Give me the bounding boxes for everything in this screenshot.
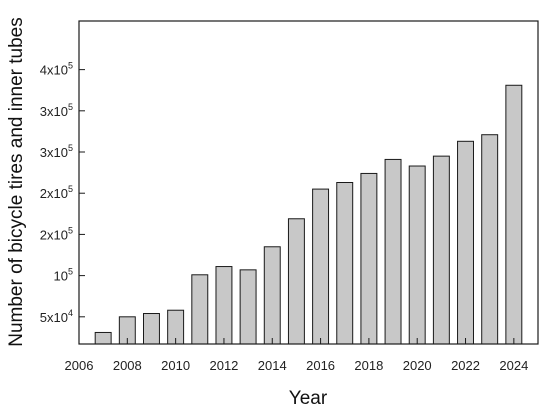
x-axis: 2006 2008 2010 2012 2014 2016 2018 2020 2022 2024 xyxy=(65,338,528,373)
x-tick-label: 2014 xyxy=(258,358,287,373)
bar-2013 xyxy=(239,269,257,345)
plot-frame xyxy=(78,20,539,345)
y-tick-label: 2x105 xyxy=(40,225,73,242)
y-tick-label-base: 10 xyxy=(54,269,68,284)
y-tick-label-exponent: 5 xyxy=(68,225,73,235)
bar-2024 xyxy=(505,84,523,345)
bar-2012 xyxy=(215,266,233,345)
bar-2018 xyxy=(360,172,378,345)
x-tick-label: 2006 xyxy=(65,358,94,373)
y-axis-title: Number of bicycle tires and inner tubes xyxy=(6,17,27,347)
bar-2020 xyxy=(408,165,426,345)
bar-2011 xyxy=(191,274,209,345)
y-tick-label-exponent: 5 xyxy=(68,61,73,71)
y-tick-label-exponent: 5 xyxy=(68,102,73,112)
y-tick-label-base: 5x10 xyxy=(40,310,68,325)
x-tick-label: 2022 xyxy=(451,358,480,373)
y-tick-label: 3x105 xyxy=(40,143,73,160)
bar-2009 xyxy=(143,313,160,345)
bar-2016 xyxy=(312,188,330,345)
bar-2019 xyxy=(384,158,402,345)
y-tick-label: 105 xyxy=(54,267,73,284)
y-tick-label-exponent: 4 xyxy=(68,308,73,318)
y-tick-label: 2x105 xyxy=(40,184,73,201)
y-tick-label-base: 3x10 xyxy=(40,104,68,119)
y-tick-label: 3x105 xyxy=(40,102,73,119)
bar-2007 xyxy=(94,331,112,345)
y-tick-label: 5x104 xyxy=(40,308,73,325)
x-tick-label: 2010 xyxy=(161,358,190,373)
x-tick-label: 2020 xyxy=(403,358,432,373)
bar-2021 xyxy=(432,155,450,345)
y-tick-label: 4x105 xyxy=(40,61,73,78)
x-tick-label: 2008 xyxy=(113,358,142,373)
y-tick-label-base: 2x10 xyxy=(40,227,68,242)
y-tick-label-base: 3x10 xyxy=(40,145,68,160)
bar-2023 xyxy=(481,134,499,345)
bar-2015 xyxy=(287,218,305,345)
y-tick-label-exponent: 5 xyxy=(68,184,73,194)
x-axis-title: Year xyxy=(289,388,328,409)
x-tick-label: 2016 xyxy=(306,358,335,373)
y-tick-label-exponent: 5 xyxy=(68,267,73,277)
bar-2017 xyxy=(336,182,354,345)
bars-group xyxy=(94,84,523,345)
x-tick-label: 2012 xyxy=(209,358,238,373)
bar-2022 xyxy=(457,140,474,345)
y-tick-label-base: 4x10 xyxy=(40,63,68,78)
y-tick-label-exponent: 5 xyxy=(68,143,73,153)
x-tick-label: 2018 xyxy=(354,358,383,373)
bar-2014 xyxy=(263,246,281,345)
x-tick-label: 2024 xyxy=(499,358,528,373)
y-tick-label-base: 2x10 xyxy=(40,186,68,201)
